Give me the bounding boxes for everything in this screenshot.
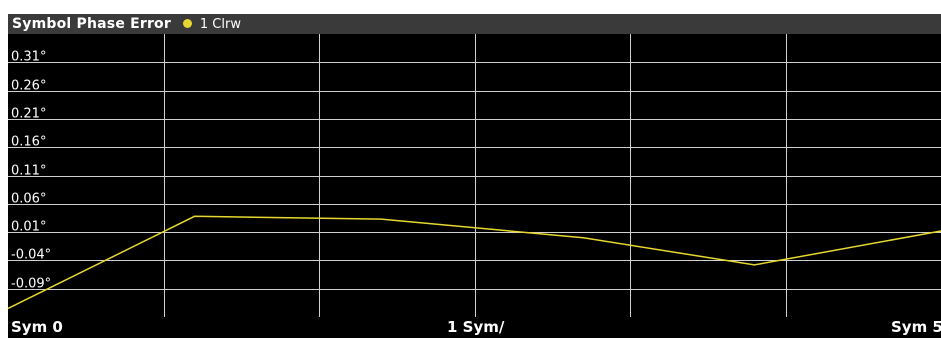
x-axis-bar: Sym 0 1 Sym/ Sym 5 [8,317,941,338]
trace-indicator-dot [183,19,193,28]
y-tick-label: -0.09° [11,277,51,292]
x-axis-start-label: Sym 0 [11,318,63,336]
y-tick-label: 0.21° [11,107,46,122]
y-tick-label: 0.11° [11,164,46,179]
y-tick-label: 0.26° [11,79,46,94]
series-line [7,215,941,310]
y-tick-label: -0.04° [11,248,51,263]
y-tick-label: 0.01° [11,220,46,235]
window-title-bar[interactable]: Symbol Phase Error 1 Clrw [8,14,941,34]
x-axis-division-label: 1 Sym/ [447,318,505,336]
y-tick-label: 0.16° [11,135,46,150]
window-title: Symbol Phase Error [12,16,171,32]
y-tick-label: 0.06° [11,192,46,207]
y-tick-label: 0.31° [11,50,46,65]
trace-mode-label: 1 Clrw [199,17,241,32]
plot-area[interactable]: 0.31° 0.26° 0.21° 0.16° 0.11° 0.06° 0.01° -0.04… [7,34,941,317]
phase-error-chart: 0.31° 0.26° 0.21° 0.16° 0.11° 0.06° 0.01° -0.04… [7,34,941,317]
x-axis-end-label: Sym 5 [891,318,941,336]
